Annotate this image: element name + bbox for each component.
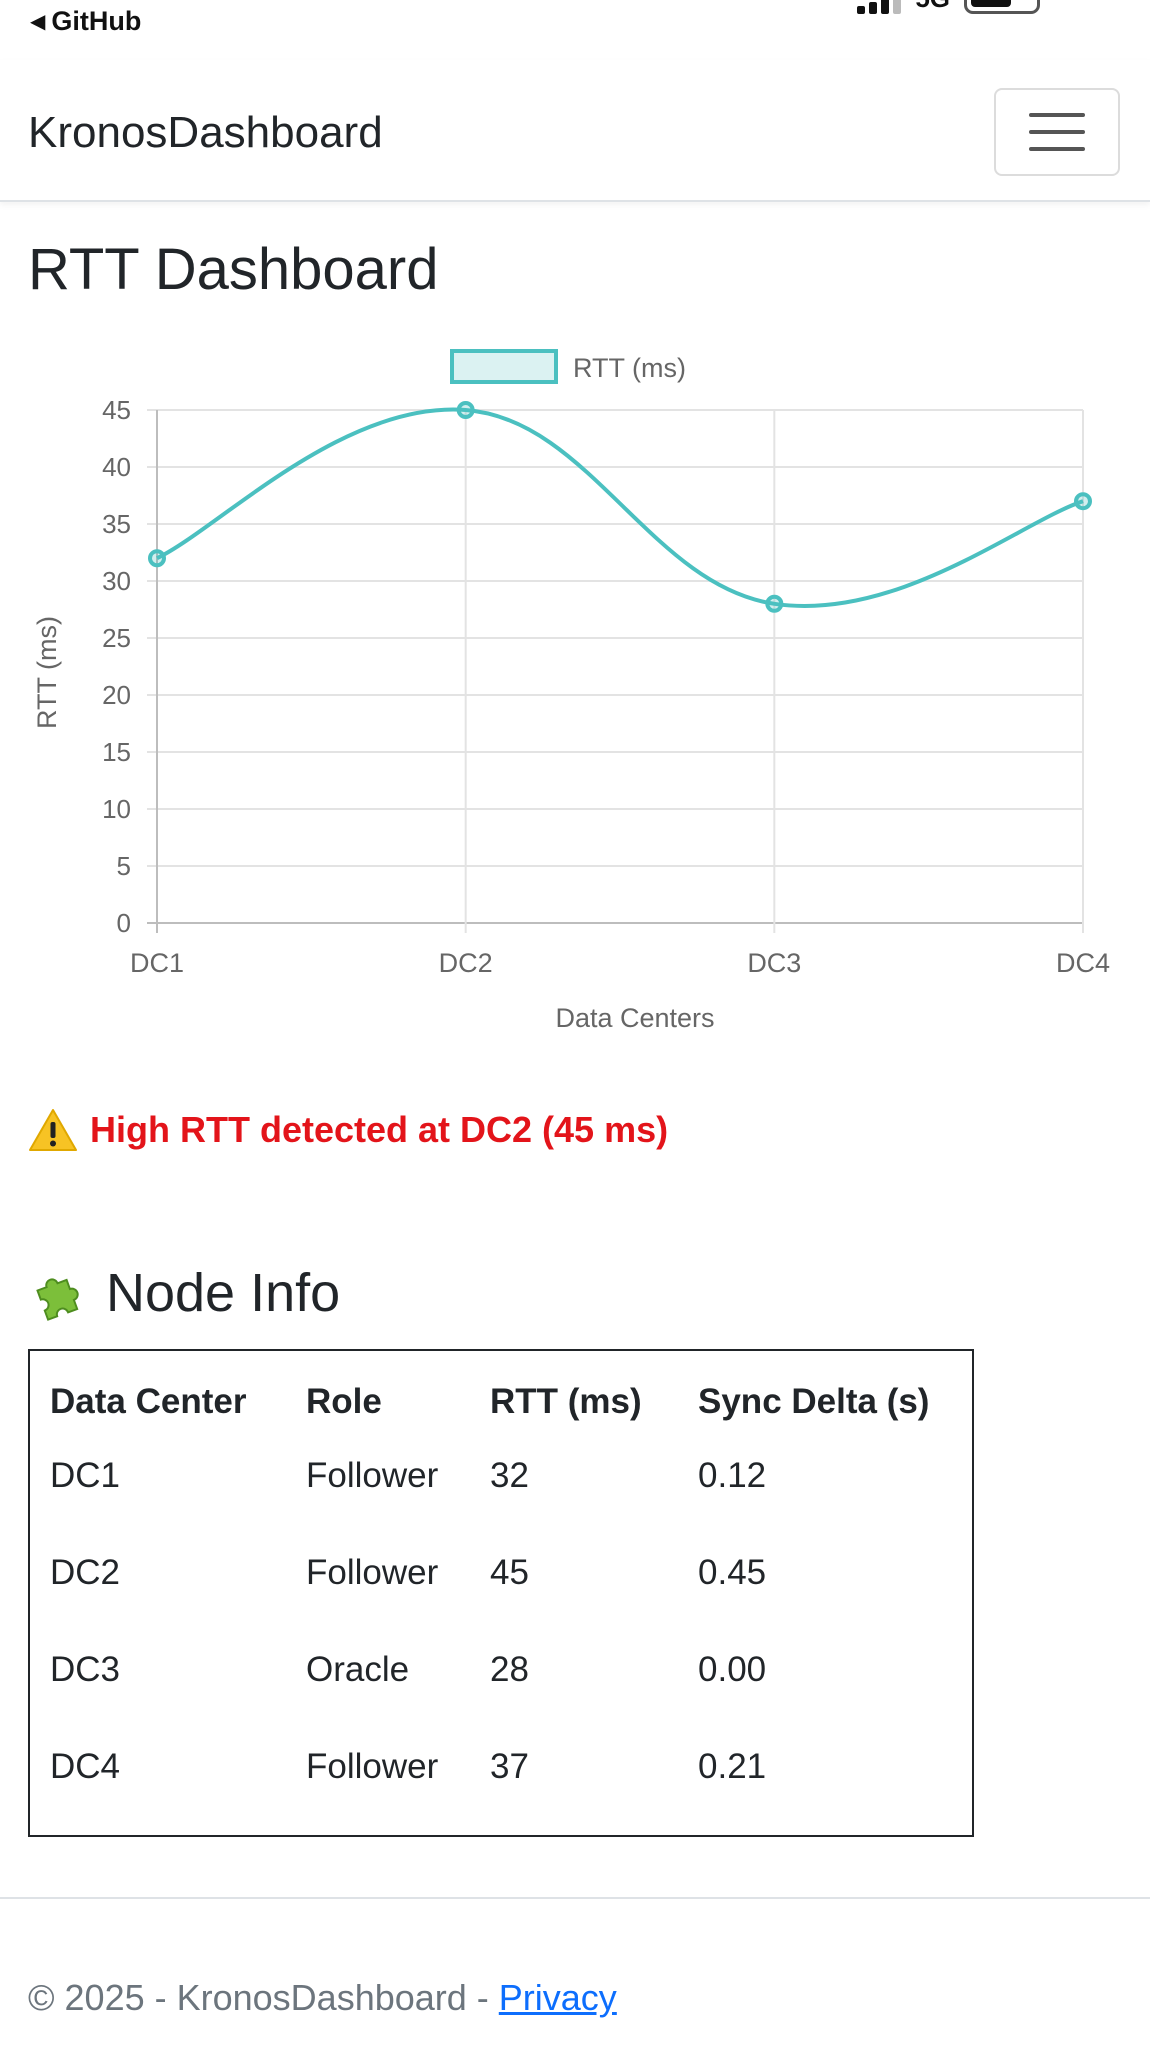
cell-role: Follower xyxy=(306,1455,439,1495)
table-row: DC1 Follower 32 0.12 xyxy=(50,1427,958,1524)
footer-text: © 2025 - KronosDashboard - Privacy xyxy=(28,1977,617,2019)
table-header-row: Data Center Role RTT (ms) Sync Delta (s) xyxy=(50,1377,958,1427)
y-tick-label: 10 xyxy=(102,794,131,824)
x-tick-label: DC4 xyxy=(1056,948,1110,978)
battery-icon xyxy=(964,0,1040,14)
y-axis-title: RTT (ms) xyxy=(32,616,62,729)
y-tick-label: 0 xyxy=(117,908,131,938)
cell-signal-icon xyxy=(857,0,902,14)
cell-sync-delta: 0.21 xyxy=(698,1746,767,1786)
y-tick-label: 5 xyxy=(117,851,131,881)
x-tick-label: DC2 xyxy=(439,948,493,978)
node-info-heading: Node Info xyxy=(28,1262,340,1324)
navbar: KronosDashboard xyxy=(0,60,1150,202)
puzzle-icon xyxy=(36,1278,79,1321)
table-row: DC2 Follower 45 0.45 xyxy=(50,1524,958,1621)
back-triangle-icon: ◀ xyxy=(30,11,46,33)
cell-role: Oracle xyxy=(306,1649,410,1689)
column-header-role: Role xyxy=(306,1382,382,1421)
legend-label: RTT (ms) xyxy=(573,353,686,383)
copyright-text: © 2025 - KronosDashboard - xyxy=(28,1977,499,2018)
y-tick-label: 20 xyxy=(102,680,131,710)
privacy-link[interactable]: Privacy xyxy=(498,1977,617,2018)
data-point xyxy=(456,401,475,419)
cell-data-center: DC1 xyxy=(50,1455,121,1495)
x-tick-label: DC1 xyxy=(130,948,184,978)
cell-rtt: 28 xyxy=(490,1649,529,1689)
series-line-rtt xyxy=(156,407,1084,608)
rtt-line-chart: 0 5 10 15 20 25 30 35 40 45 DC1 DC2 DC3 DC4 Data Cente… xyxy=(32,349,1110,1033)
warning-icon xyxy=(29,1109,77,1151)
cell-role: Follower xyxy=(306,1746,439,1786)
node-info-table-container: Data Center Role RTT (ms) Sync Delta (s)… xyxy=(28,1349,974,1837)
high-rtt-alert: High RTT detected at DC2 (45 ms) xyxy=(28,1108,668,1152)
rtt-chart: 0 5 10 15 20 25 30 35 40 45 DC1 DC2 DC3 DC4 Data Cente… xyxy=(0,330,1150,1050)
page-title: RTT Dashboard xyxy=(28,237,439,302)
data-point xyxy=(765,594,784,613)
cell-rtt: 32 xyxy=(490,1455,529,1495)
data-point xyxy=(1074,492,1092,511)
navbar-brand[interactable]: KronosDashboard xyxy=(28,108,383,157)
cell-data-center: DC3 xyxy=(50,1649,121,1689)
y-tick-label: 25 xyxy=(102,623,131,653)
y-tick-label: 40 xyxy=(102,452,131,482)
hamburger-menu-icon xyxy=(1029,113,1085,117)
x-axis-title: Data Centers xyxy=(555,1003,714,1033)
cell-rtt: 45 xyxy=(490,1552,529,1592)
column-header-data-center: Data Center xyxy=(50,1382,247,1421)
y-tick-label: 45 xyxy=(102,395,131,425)
hamburger-line xyxy=(1029,130,1085,134)
node-info-table: Data Center Role RTT (ms) Sync Delta (s)… xyxy=(50,1377,958,1815)
legend-swatch xyxy=(450,349,558,384)
y-tick-label: 35 xyxy=(102,509,131,539)
cell-role: Follower xyxy=(306,1552,439,1592)
back-link-label: GitHub xyxy=(51,6,142,36)
cell-data-center: DC2 xyxy=(50,1552,121,1592)
cell-rtt: 37 xyxy=(490,1746,529,1786)
column-header-sync-delta: Sync Delta (s) xyxy=(698,1382,930,1421)
cell-sync-delta: 0.45 xyxy=(698,1552,767,1592)
navbar-toggle-button[interactable] xyxy=(994,88,1120,176)
node-info-title: Node Info xyxy=(106,1263,341,1323)
status-bar: ◀ GitHub 5G xyxy=(0,0,1150,44)
x-tick-label: DC3 xyxy=(747,948,801,978)
network-type: 5G xyxy=(915,0,950,14)
data-point xyxy=(148,549,166,568)
cell-data-center: DC4 xyxy=(50,1746,121,1786)
status-indicators: 5G xyxy=(857,0,1040,14)
footer: © 2025 - KronosDashboard - Privacy xyxy=(0,1897,1150,2050)
cell-sync-delta: 0.00 xyxy=(698,1649,767,1689)
table-row: DC4 Follower 37 0.21 xyxy=(50,1718,958,1815)
hamburger-line xyxy=(1029,147,1085,151)
alert-message: High RTT detected at DC2 (45 ms) xyxy=(90,1109,669,1150)
cell-sync-delta: 0.12 xyxy=(698,1455,767,1495)
y-tick-label: 30 xyxy=(102,566,131,596)
y-tick-label: 15 xyxy=(102,737,131,767)
table-row: DC3 Oracle 28 0.00 xyxy=(50,1621,958,1718)
column-header-rtt: RTT (ms) xyxy=(490,1382,642,1421)
back-to-app-link[interactable]: ◀ GitHub xyxy=(30,6,141,37)
